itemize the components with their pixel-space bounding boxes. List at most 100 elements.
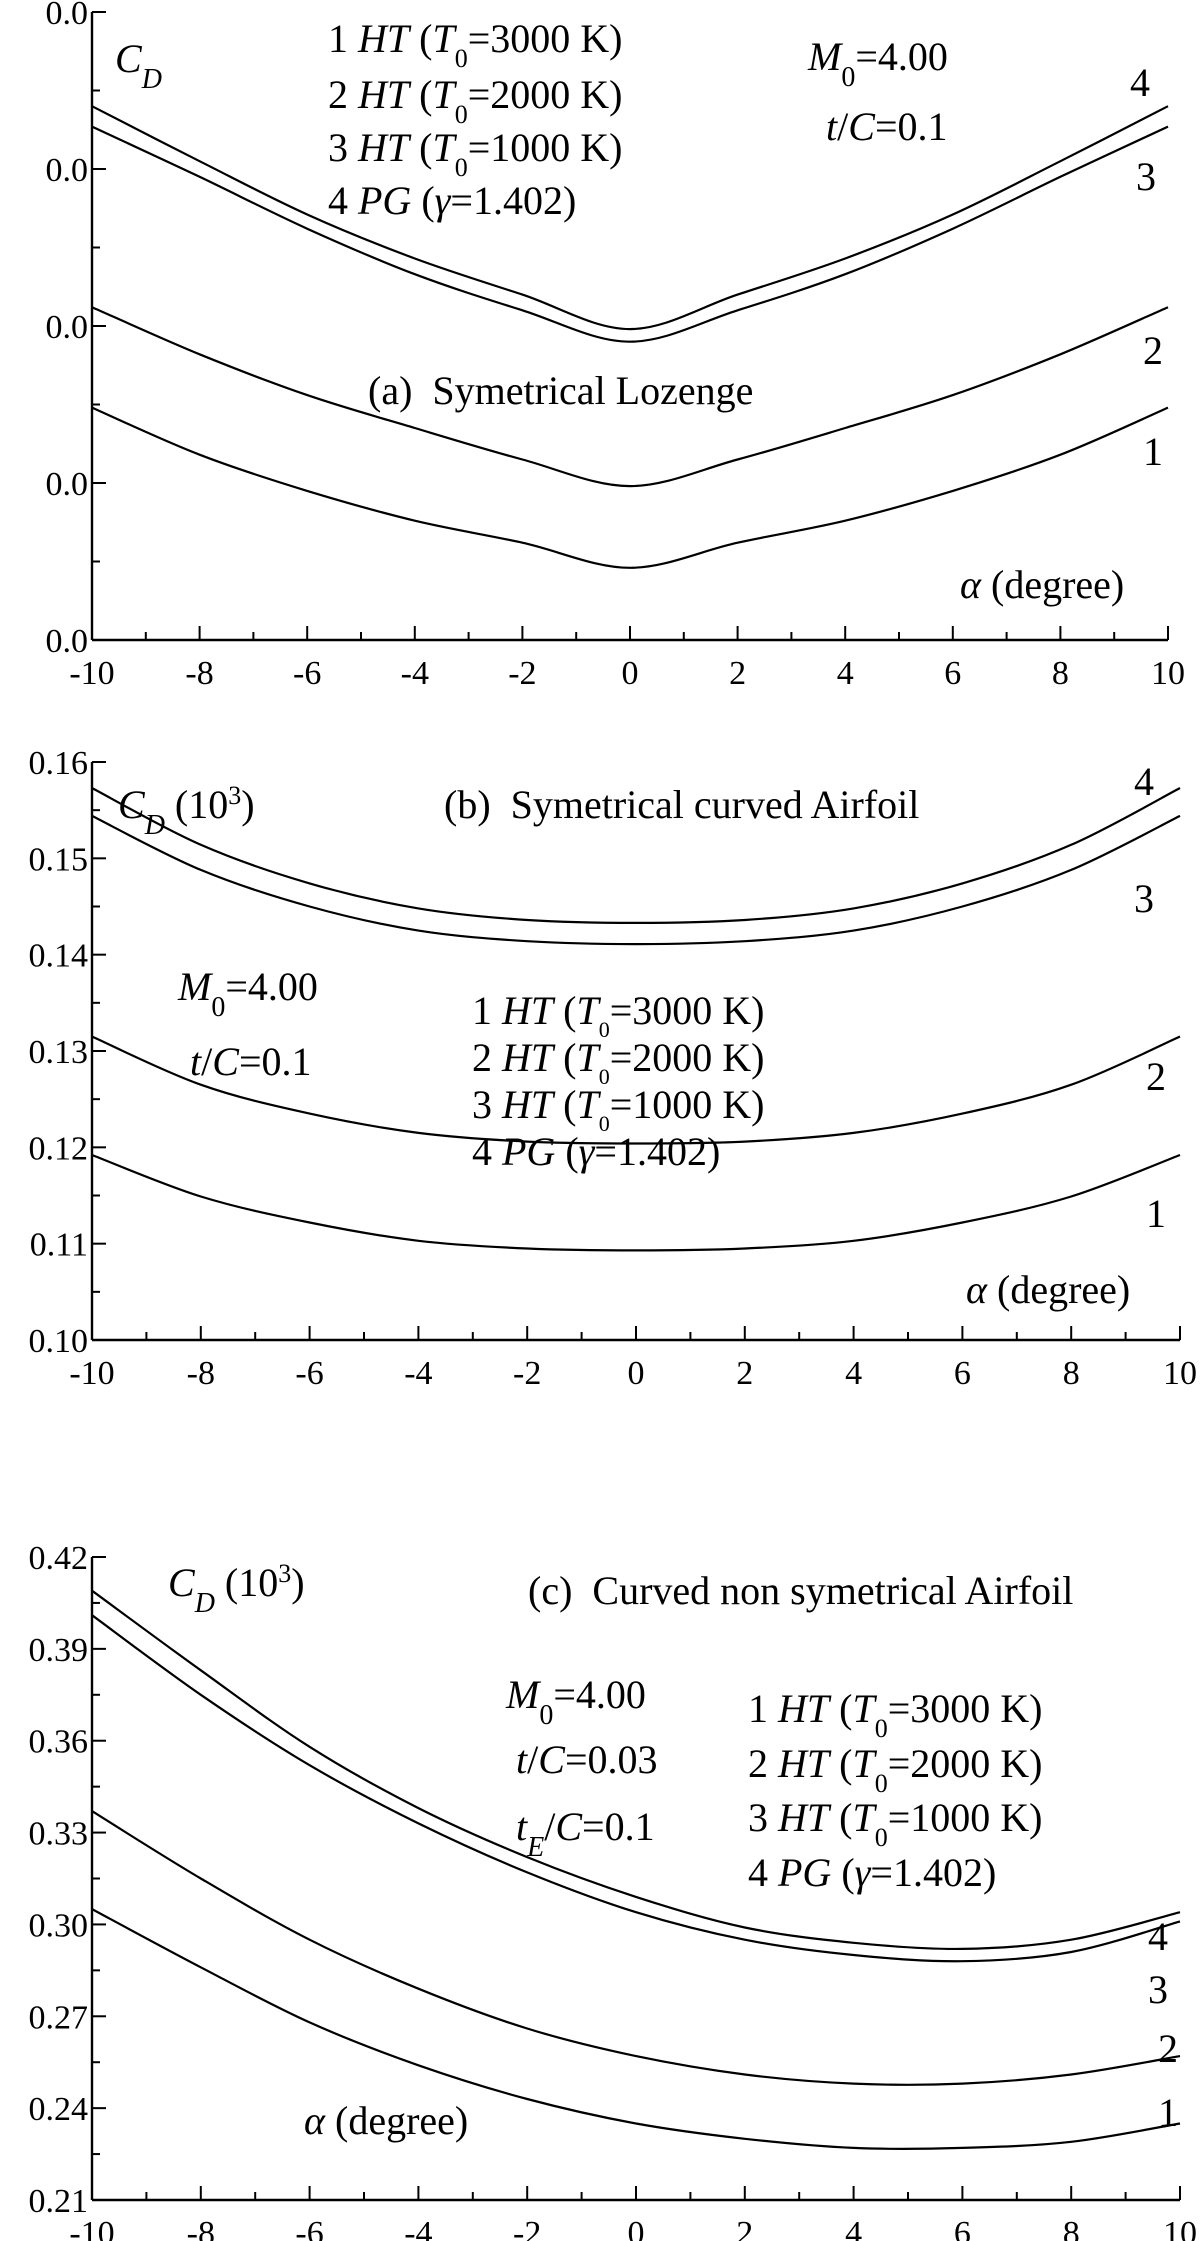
panel-a-xlabel: α (degree)	[960, 562, 1124, 607]
panel-b-series-label-1: 1	[1146, 1191, 1166, 1236]
panel-a-series-label-3: 3	[1136, 154, 1156, 199]
panel-b-curves	[91, 787, 1181, 1252]
panel-c-series-3-line	[91, 1614, 1181, 1963]
panel-c-y-tick-label: 0.21	[29, 2183, 89, 2220]
panel-a-legend-4: 4 PG (γ=1.402)	[328, 178, 576, 223]
panel-a-x-tick-label: -6	[293, 655, 321, 692]
panel-b-title: (b) Symetrical curved Airfoil	[444, 782, 919, 827]
panel-c-curves	[91, 1589, 1181, 2151]
panel-c-ylabel: CD (103)	[168, 1559, 305, 1619]
panel-b-legend-4: 4 PG (γ=1.402)	[472, 1129, 720, 1174]
panel-b-y-tick-label: 0.15	[29, 841, 89, 878]
panel-c-title: (c) Curved non symetrical Airfoil	[528, 1568, 1073, 1613]
panel-b-x-tick-label: -4	[404, 1355, 432, 1392]
panel-c-legend-3: 3 HT (T0=1000 K)	[748, 1795, 1042, 1852]
panel-c-x-tick-label: 0	[628, 2215, 645, 2241]
panel-b-x-tick-label: -6	[295, 1355, 323, 1392]
panel-c-y-tick-label: 0.39	[29, 1632, 89, 1669]
panel-b-y-tick-label: 0.13	[29, 1034, 89, 1071]
panel-b-series-4-line	[91, 787, 1181, 925]
panel-c-x-tick-label: 4	[845, 2215, 862, 2241]
panel-a-series-label-1: 1	[1143, 429, 1163, 474]
panel-a-x-tick-label: -4	[401, 655, 429, 692]
panel-b-series-label-4: 4	[1134, 759, 1154, 804]
panel-a-title: (a) Symetrical Lozenge	[368, 368, 753, 413]
panel-c-series-label-2: 2	[1158, 2026, 1178, 2071]
panel-c-x-tick-label: 6	[954, 2215, 971, 2241]
panel-b-x-tick-label: 4	[845, 1355, 862, 1392]
panel-b-legend-1: 1 HT (T0=3000 K)	[472, 988, 764, 1042]
panel-b-y-tick-label: 0.16	[29, 745, 89, 782]
panel-a-series-label-2: 2	[1143, 328, 1163, 373]
panel-b: -10 -8 -6 -4 -2 0 2 4 6 8 10 0.10 0.11 0.12 0.13 0.14 0.…	[29, 745, 1198, 1392]
panel-a-x-tick-label: 2	[729, 655, 746, 692]
panel-c-series-1-line	[91, 1908, 1181, 2151]
panel-c-series-label-1: 1	[1158, 2090, 1178, 2135]
panel-b-thickness: t/C=0.1	[190, 1039, 312, 1084]
panel-b-series-label-3: 3	[1134, 876, 1154, 921]
panel-b-x-tick-label: 6	[954, 1355, 971, 1392]
panel-b-ticks	[90, 761, 1181, 1342]
panel-b-y-tick-label: 0.14	[29, 938, 89, 975]
panel-c-series-2-line	[91, 1810, 1181, 2086]
panel-b-x-tick-label: 10	[1163, 1355, 1197, 1392]
panel-b-y-tick-label: 0.12	[29, 1130, 89, 1167]
panel-b-x-tick-label: -2	[513, 1355, 541, 1392]
panel-a-legend-2: 2 HT (T0=2000 K)	[328, 72, 622, 129]
panel-c-y-tick-label: 0.42	[29, 1540, 89, 1577]
panel-a-y-tick-label: 0.0	[46, 152, 89, 189]
panel-a-series-4-line	[91, 105, 1169, 331]
panel-b-ylabel: CD (103)	[118, 781, 255, 841]
panel-c-x-tick-label: 8	[1063, 2215, 1080, 2241]
panel-c-y-tick-label: 0.33	[29, 1816, 89, 1853]
panel-a-tick-labels: -10 -8 -6 -4 -2 0 2 4 6 8 10 0.0 0.0 0.0 0.0 0.0	[46, 0, 1186, 692]
panel-b-series-label-2: 2	[1146, 1054, 1166, 1099]
panel-c-series-label-4: 4	[1148, 1914, 1168, 1959]
panel-c-series-label-3: 3	[1148, 1967, 1168, 2012]
panel-a-series-2-line	[91, 306, 1169, 488]
panel-c-tick-labels: -10 -8 -6 -4 -2 0 2 4 6 8 10 0.21 0.24 0.27 0.30 0.33 0.…	[29, 1540, 1198, 2241]
panel-b-x-tick-label: 8	[1063, 1355, 1080, 1392]
panel-a-x-tick-label: -10	[69, 655, 114, 692]
panel-b-x-tick-label: 2	[736, 1355, 753, 1392]
panel-c-mach: M0=4.00	[505, 1672, 646, 1731]
panel-b-legend-2: 2 HT (T0=2000 K)	[472, 1035, 764, 1089]
panel-b-tick-labels: -10 -8 -6 -4 -2 0 2 4 6 8 10 0.10 0.11 0.12 0.13 0.14 0.…	[29, 745, 1198, 1392]
panel-b-x-tick-label: -8	[187, 1355, 215, 1392]
panel-a-x-tick-label: 8	[1052, 655, 1069, 692]
panel-a-x-tick-label: -2	[508, 655, 536, 692]
panel-b-x-tick-label: 0	[628, 1355, 645, 1392]
panel-a: -10 -8 -6 -4 -2 0 2 4 6 8 10 0.0 0.0 0.0 0.0 0.0 CD 1 H…	[46, 0, 1186, 692]
panel-c-y-tick-label: 0.27	[29, 1999, 89, 2036]
panel-b-series-3-line	[91, 814, 1181, 946]
panel-a-legend-3: 3 HT (T0=1000 K)	[328, 125, 622, 182]
panel-c-y-tick-label: 0.36	[29, 1724, 89, 1761]
panel-a-y-tick-label: 0.0	[46, 466, 89, 503]
panel-c: -10 -8 -6 -4 -2 0 2 4 6 8 10 0.21 0.24 0.27 0.30 0.33 0.…	[29, 1540, 1198, 2241]
panel-c-x-tick-label: 10	[1163, 2215, 1197, 2241]
panel-a-y-tick-label: 0.0	[46, 623, 89, 660]
panel-a-ylabel: CD	[115, 36, 162, 95]
panel-c-x-tick-label: -4	[404, 2215, 432, 2241]
panel-b-x-tick-label: -10	[69, 1355, 114, 1392]
panel-a-curves	[91, 105, 1169, 569]
panel-a-mach: M0=4.00	[807, 34, 948, 93]
panel-c-thickness: t/C=0.03	[516, 1737, 658, 1782]
panel-a-x-tick-label: 10	[1151, 655, 1185, 692]
panel-a-x-tick-label: 0	[622, 655, 639, 692]
panel-c-legend-2: 2 HT (T0=2000 K)	[748, 1741, 1042, 1798]
panel-a-series-1-line	[91, 406, 1169, 569]
panel-a-y-tick-label: 0.0	[46, 0, 89, 32]
panel-b-series-2-line	[91, 1035, 1181, 1145]
panel-b-legend-3: 3 HT (T0=1000 K)	[472, 1082, 764, 1136]
panel-c-x-tick-label: -6	[295, 2215, 323, 2241]
panel-a-x-tick-label: 6	[944, 655, 961, 692]
panel-a-legend-1: 1 HT (T0=3000 K)	[328, 16, 622, 73]
panel-c-x-tick-label: -2	[513, 2215, 541, 2241]
panel-c-x-tick-label: 2	[736, 2215, 753, 2241]
panel-c-xlabel: α (degree)	[304, 2098, 468, 2143]
panel-b-series-1-line	[91, 1153, 1181, 1252]
panel-a-series-3-line	[91, 125, 1169, 343]
panel-c-y-tick-label: 0.24	[29, 2091, 89, 2128]
